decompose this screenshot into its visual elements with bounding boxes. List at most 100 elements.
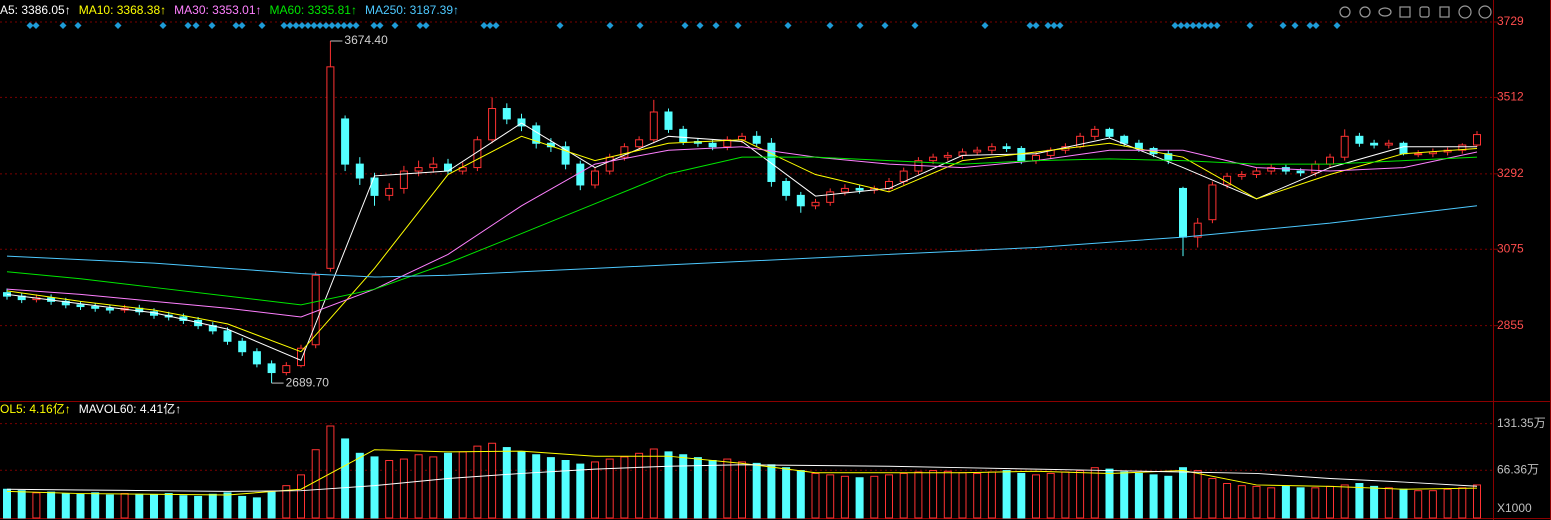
candle-body	[738, 135, 746, 141]
ma-line	[6, 146, 1478, 318]
signal-marker	[1189, 22, 1197, 29]
signal-marker	[1312, 22, 1320, 29]
candle-body	[635, 139, 644, 148]
volume-bar	[444, 452, 452, 519]
candle-body	[458, 167, 467, 172]
candle-body	[238, 340, 247, 353]
volume-bar	[1061, 471, 1070, 519]
candle-body	[620, 146, 629, 158]
signal-marker	[32, 22, 40, 29]
signal-marker	[981, 22, 989, 29]
volume-bar	[1179, 467, 1187, 519]
signal-marker	[1183, 22, 1191, 29]
signal-marker	[391, 22, 399, 29]
toolbar	[1339, 5, 1492, 19]
signal-marker	[881, 22, 889, 29]
legend-entry: MA60: 3335.81↑	[270, 3, 357, 17]
eye-icon[interactable]	[1378, 7, 1392, 17]
signal-marker	[322, 22, 330, 29]
volume-bar	[546, 457, 555, 519]
candle-body	[1120, 135, 1129, 144]
signal-marker	[1207, 22, 1215, 29]
volume-bar	[1428, 490, 1437, 519]
settings-icon[interactable]	[1339, 6, 1351, 18]
volume-bar	[870, 475, 879, 519]
zoom-out-icon[interactable]	[1478, 5, 1492, 19]
candle-body	[1193, 222, 1202, 238]
candle-body	[1179, 187, 1187, 238]
candle-body	[1237, 174, 1246, 177]
signal-marker	[370, 22, 378, 29]
signal-marker	[1291, 22, 1299, 29]
candle-body	[767, 142, 776, 182]
volume-bar	[1017, 472, 1026, 519]
volume-bar	[1223, 483, 1232, 519]
candle-body	[1414, 153, 1423, 156]
volume-bar	[458, 451, 467, 519]
candle-body	[223, 330, 232, 342]
volume-bar	[1032, 474, 1040, 519]
y-tick-label: 3075	[1497, 241, 1524, 255]
candle-body	[752, 135, 761, 144]
volume-bar	[752, 462, 761, 519]
candle-body	[840, 187, 849, 193]
volume-bar	[47, 491, 56, 519]
volume-bar	[1002, 470, 1011, 519]
volume-bar	[1399, 488, 1408, 519]
annotation: 2689.70	[286, 375, 330, 389]
signal-marker	[1177, 22, 1185, 29]
y-tick-label: 3292	[1497, 166, 1524, 180]
volume-bar	[1149, 474, 1158, 519]
volume-bar	[370, 456, 379, 519]
candle-body	[1311, 163, 1320, 174]
candle-body	[576, 163, 585, 186]
volume-bar	[1370, 485, 1379, 519]
box-icon[interactable]	[1399, 6, 1411, 18]
calendar-icon[interactable]	[1439, 6, 1450, 18]
volume-bar	[811, 472, 820, 519]
hand-icon[interactable]	[1419, 6, 1430, 18]
volume-bar	[914, 471, 923, 519]
legend-entry: A5: 3386.05↑	[0, 3, 71, 17]
volume-bar	[723, 458, 732, 519]
volume-bar	[164, 493, 173, 519]
volume-bar	[796, 470, 805, 519]
signal-marker	[232, 22, 240, 29]
volume-bar	[1414, 490, 1423, 519]
volume-bar	[1090, 467, 1099, 519]
volume-bar	[488, 442, 497, 519]
volume-bar	[238, 495, 247, 519]
signal-marker	[238, 22, 246, 29]
signal-marker	[1026, 22, 1034, 29]
volume-bar	[311, 449, 320, 519]
signal-marker	[1279, 22, 1287, 29]
volume-bar	[1458, 487, 1467, 519]
zoom-icon[interactable]	[1359, 6, 1371, 18]
candle-body	[326, 66, 335, 269]
volume-bar	[958, 472, 967, 519]
volume-bar	[17, 490, 26, 519]
ma-line	[6, 156, 1478, 306]
signal-marker	[480, 22, 488, 29]
candle-body	[517, 118, 526, 127]
signal-marker	[696, 22, 704, 29]
signal-marker	[316, 22, 324, 29]
volume-bar	[561, 460, 570, 519]
volume-bar	[1252, 485, 1261, 519]
candle-body	[105, 307, 114, 311]
volume-bar	[385, 460, 394, 519]
signal-marker	[1195, 22, 1203, 29]
y-tick-label: 2855	[1497, 318, 1524, 332]
volume-bar	[208, 493, 217, 519]
signal-marker	[159, 22, 167, 29]
candle-body	[664, 111, 673, 130]
signal-marker	[556, 22, 564, 29]
candle-body	[1370, 142, 1379, 146]
candle-body	[987, 146, 996, 151]
zoom-in-icon[interactable]	[1458, 5, 1472, 19]
signal-marker	[606, 22, 614, 29]
legend-entry: OL5: 4.16亿↑	[0, 401, 71, 416]
volume-bar	[664, 451, 673, 519]
volume-bar	[135, 493, 144, 519]
volume-bar	[1473, 484, 1481, 519]
